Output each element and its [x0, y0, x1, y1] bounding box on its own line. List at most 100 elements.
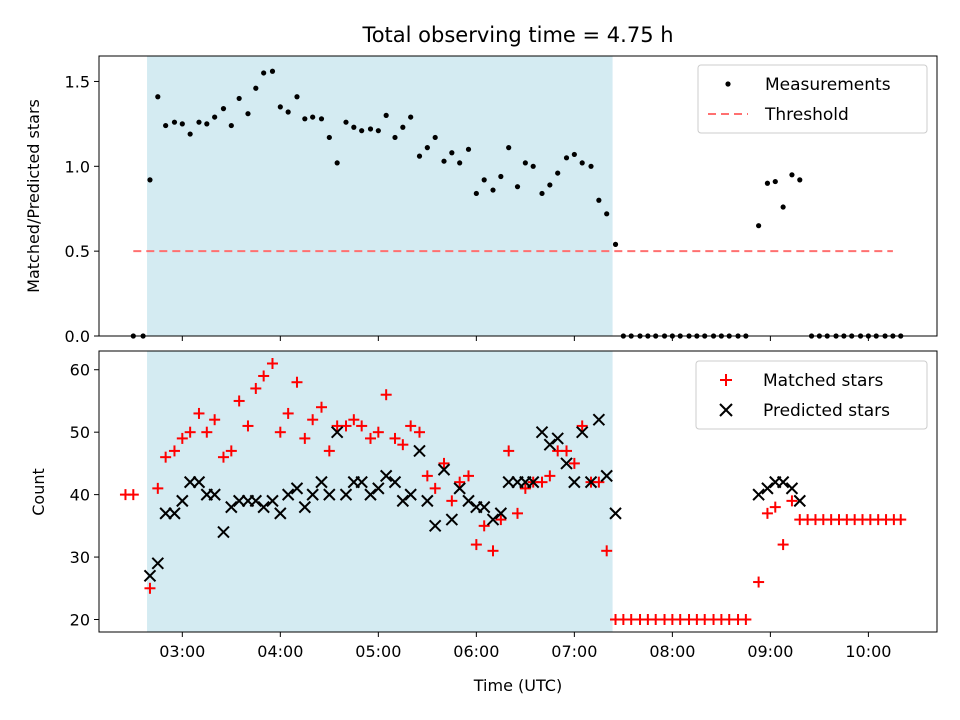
predicted-star-point	[298, 500, 312, 514]
predicted-star-point	[543, 438, 557, 451]
measurement-point	[351, 124, 357, 130]
predicted-star-point	[575, 425, 589, 439]
measurement-point	[539, 190, 545, 197]
measurement-point	[212, 114, 218, 120]
matched-star-point	[519, 482, 531, 494]
predicted-star-point	[494, 507, 508, 520]
matched-star-point	[348, 414, 360, 426]
measurement-point	[326, 134, 332, 141]
matched-star-point	[895, 514, 907, 526]
predicted-star-point	[379, 469, 393, 483]
measurement-point	[588, 163, 594, 169]
measurement-point	[547, 182, 553, 188]
measurement-point	[772, 178, 778, 185]
predicted-star-point	[462, 494, 475, 508]
predicted-star-point	[776, 475, 790, 489]
predicted-star-point	[266, 494, 279, 508]
measurement-point	[228, 122, 234, 129]
x-tick-label: 04:00	[257, 642, 303, 661]
matched-star-point	[380, 389, 392, 401]
matched-star-point	[601, 545, 613, 557]
matched-star-point	[438, 457, 450, 469]
predicted-star-point	[159, 507, 172, 520]
measurement-point	[204, 121, 210, 127]
matched-star-point	[307, 414, 319, 426]
x-tick-label: 10:00	[845, 642, 891, 661]
measurement-point	[269, 68, 276, 74]
top-observing-span	[147, 56, 613, 336]
bottom-observing-span	[147, 351, 613, 632]
predicted-star-point	[323, 488, 336, 501]
predicted-star-point	[355, 475, 368, 489]
predicted-star-point	[752, 488, 765, 501]
legend-threshold-label: Threshold	[764, 105, 849, 125]
predicted-star-point	[330, 425, 344, 439]
matched-star-point	[544, 470, 556, 482]
measurement-point	[449, 150, 455, 156]
measurement-point	[277, 104, 283, 110]
predicted-star-point	[290, 482, 304, 495]
predicted-star-point	[372, 482, 385, 495]
x-tick-label: 09:00	[747, 642, 793, 661]
measurement-point	[764, 180, 771, 186]
matched-star-point	[282, 407, 294, 419]
matched-star-point	[761, 507, 773, 519]
x-tick-label: 06:00	[453, 642, 499, 661]
predicted-star-point	[600, 469, 613, 483]
top-plot-frame	[98, 55, 938, 337]
matched-star-point	[487, 545, 499, 557]
predicted-star-point	[592, 413, 606, 426]
matched-star-point	[777, 539, 789, 551]
measurement-point	[514, 184, 521, 190]
matched-star-point	[217, 451, 229, 463]
measurement-point	[789, 172, 795, 178]
measurement-point	[343, 119, 349, 125]
matched-star-point	[127, 489, 139, 501]
top-y-tick-label: 0.5	[65, 242, 90, 261]
matched-star-point	[397, 439, 409, 451]
matched-star-point	[389, 432, 401, 444]
measurement-point	[424, 145, 430, 151]
predicted-star-point	[396, 494, 410, 508]
matched-star-point	[405, 420, 417, 432]
matched-star-point	[184, 426, 196, 438]
predicted-star-point	[502, 475, 515, 489]
measurement-point	[245, 111, 251, 117]
measurement-point	[179, 121, 185, 127]
predicted-star-point	[225, 500, 238, 514]
measurement-point	[294, 94, 300, 100]
measurement-point	[555, 170, 561, 176]
matched-star-point	[753, 576, 765, 588]
measurement-point	[383, 112, 389, 118]
matched-star-point	[242, 420, 254, 432]
measurement-point	[187, 131, 193, 137]
chart-title: Total observing time = 4.75 h	[361, 23, 673, 47]
matched-star-point	[576, 420, 588, 432]
matched-star-point	[323, 445, 335, 457]
legend-matched-marker	[720, 374, 732, 386]
predicted-star-point	[143, 569, 157, 583]
bottom-y-axis-label: Count	[29, 468, 48, 516]
matched-star-point	[593, 476, 605, 488]
measurement-point	[612, 241, 619, 247]
measurement-point	[530, 163, 536, 169]
matched-star-point	[201, 426, 213, 438]
matched-star-point	[463, 470, 475, 482]
measurement-point	[310, 114, 316, 120]
bottom-y-tick-label: 30	[70, 548, 90, 567]
top-legend: Measurements Threshold	[697, 64, 928, 134]
matched-star-point	[233, 395, 245, 407]
bottom-legend: Matched stars Predicted stars	[695, 360, 928, 430]
measurement-point	[563, 155, 570, 161]
matched-star-point	[193, 407, 205, 419]
predicted-star-point	[453, 482, 466, 495]
matched-star-point	[299, 432, 311, 444]
top-legend-box	[697, 64, 928, 134]
predicted-star-point	[249, 494, 263, 508]
matched-star-point	[413, 426, 425, 438]
predicted-star-point	[315, 475, 328, 489]
matched-star-point	[478, 520, 490, 532]
matched-star-point	[258, 370, 270, 382]
measurement-point	[441, 158, 447, 164]
